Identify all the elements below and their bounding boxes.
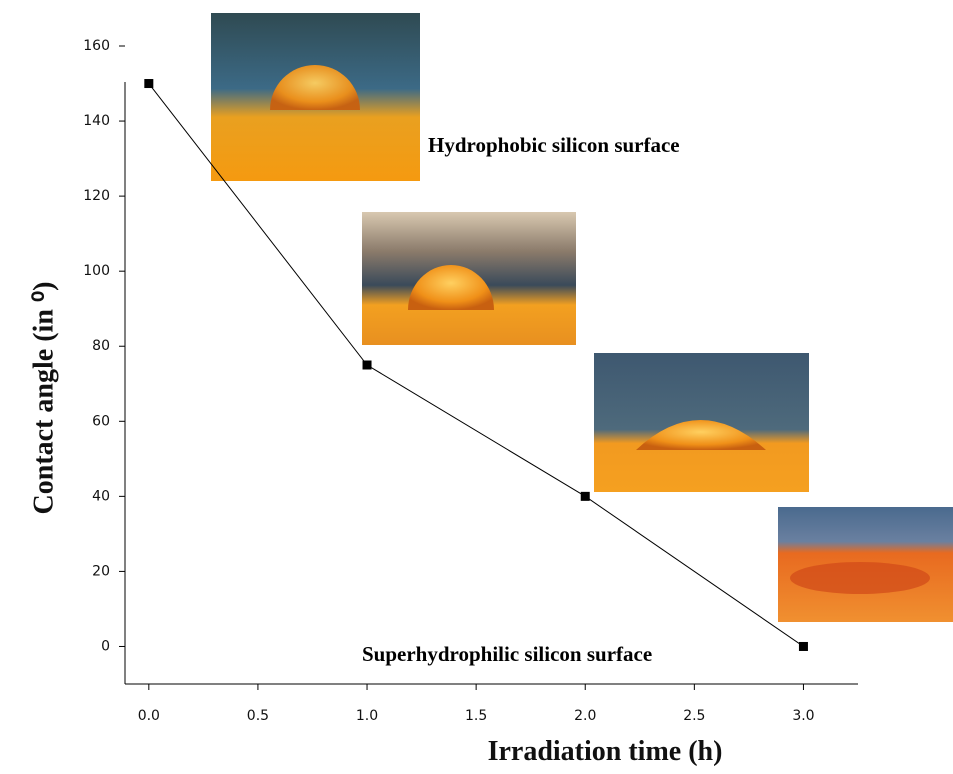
x-axis-title: Irradiation time (h) <box>488 736 723 767</box>
y-tick-label: 100 <box>83 263 110 279</box>
droplet <box>270 65 360 110</box>
x-tick-label: 2.0 <box>574 708 596 724</box>
data-point <box>580 491 590 501</box>
y-tick-label: 60 <box>92 413 110 429</box>
y-axis-title: Contact angle (in ⁰) <box>28 282 59 515</box>
x-tick-label: 0.5 <box>247 708 269 724</box>
data-point <box>798 641 808 651</box>
data-point <box>144 79 154 89</box>
photos <box>211 13 953 622</box>
annotation: Superhydrophilic silicon surface <box>362 642 652 666</box>
x-tick-label: 0.0 <box>138 708 160 724</box>
y-tick-label: 140 <box>83 113 110 129</box>
x-tick-label: 2.5 <box>683 708 705 724</box>
y-tick-label: 40 <box>92 488 110 504</box>
y-tick-label: 80 <box>92 338 110 354</box>
droplet <box>636 420 766 450</box>
y-tick-label: 0 <box>101 638 110 654</box>
x-tick-label: 1.0 <box>356 708 378 724</box>
x-tick-label: 1.5 <box>465 708 487 724</box>
y-tick-label: 120 <box>83 188 110 204</box>
y-tick-label: 20 <box>92 563 110 579</box>
x-tick-label: 3.0 <box>792 708 814 724</box>
droplet <box>790 562 930 594</box>
y-tick-label: 160 <box>83 38 110 54</box>
annotation: Hydrophobic silicon surface <box>428 133 680 157</box>
data-point <box>362 360 372 370</box>
droplet <box>408 265 494 310</box>
data-line <box>148 83 804 647</box>
